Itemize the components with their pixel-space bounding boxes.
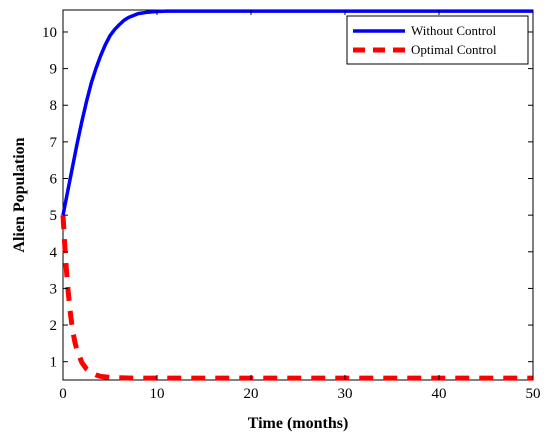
y-tick-label: 1 [50, 355, 58, 371]
y-tick-label: 4 [50, 245, 58, 261]
x-tick-label: 30 [338, 386, 353, 402]
legend: Without Control Optimal Control [346, 15, 529, 65]
x-tick-label: 40 [432, 386, 447, 402]
x-axis-label: Time (months) [248, 415, 349, 432]
legend-entry-1: Without Control [411, 23, 496, 38]
plot-frame [62, 9, 534, 381]
x-tick-label: 10 [150, 386, 165, 402]
series-line-2 [60, 215, 533, 381]
y-tick-label: 8 [50, 98, 58, 114]
y-tick-label: 3 [50, 281, 58, 297]
y-tick-label: 7 [50, 135, 58, 151]
y-tick-label: 10 [42, 25, 57, 41]
y-tick-label: 9 [50, 62, 58, 78]
x-tick-label: 20 [244, 386, 259, 402]
y-tick-label: 6 [50, 172, 58, 188]
y-axis-label: Alien Population [11, 137, 28, 252]
legend-entry-2: Optimal Control [411, 42, 497, 57]
x-tick-label: 0 [59, 386, 67, 402]
axes-layer: 0 10 20 30 40 50 1 2 3 4 5 6 7 8 9 10 [42, 10, 541, 402]
y-tick-label: 5 [50, 208, 58, 224]
series-line-1 [61, 9, 533, 216]
y-tick-label: 2 [50, 318, 58, 334]
legend-box [346, 15, 529, 65]
series-layer [60, 9, 533, 381]
x-tick-label: 50 [526, 386, 541, 402]
